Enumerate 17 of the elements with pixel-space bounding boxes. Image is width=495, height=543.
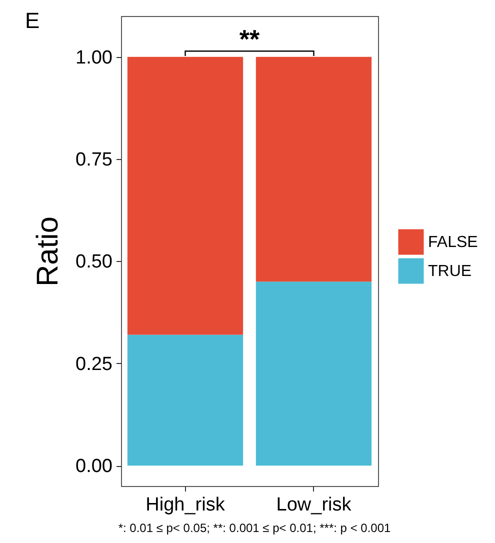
text: E — [25, 8, 40, 33]
bar — [256, 282, 372, 466]
y-tick-label: 0.50 — [76, 252, 112, 273]
bar — [127, 334, 244, 466]
legend-label: TRUE — [428, 263, 472, 280]
bar — [127, 56, 244, 335]
text: *: 0.01 ≤ p< 0.05; **: 0.001 ≤ p< 0.01; ***: p < 0.001 — [118, 521, 392, 535]
annotation: ** — [239, 24, 260, 54]
x-tick-label: Low_risk — [276, 494, 352, 516]
legend-label: FALSE — [428, 234, 478, 251]
y-tick-label: 0.25 — [76, 354, 112, 375]
x-tick-label: High_risk — [146, 494, 226, 516]
y-axis-title: Ratio — [32, 216, 65, 287]
y-tick-label: 0.75 — [76, 150, 112, 171]
y-tick-label: 1.00 — [76, 47, 112, 68]
bar — [256, 56, 372, 282]
y-tick-label: 0.00 — [76, 456, 112, 478]
